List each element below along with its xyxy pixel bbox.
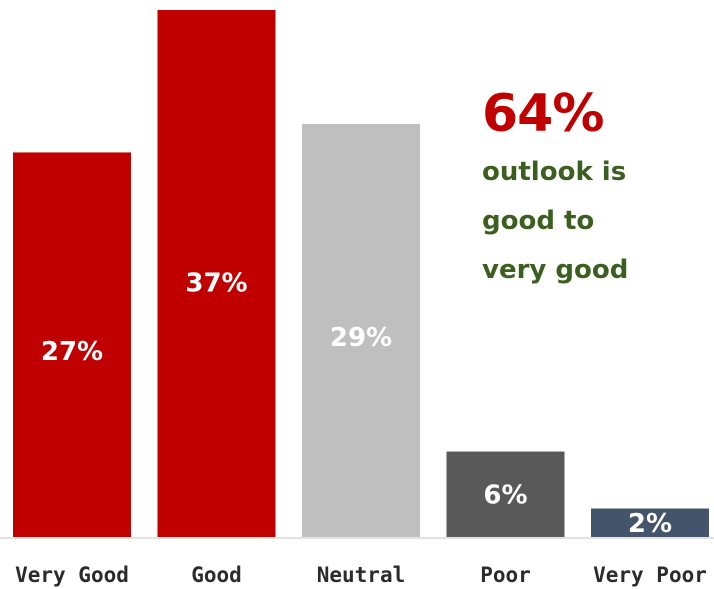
bars-group [13,10,709,537]
bar-value-label: 29% [330,323,392,353]
callout-value: 64% [482,84,604,144]
bar-poor [446,451,565,537]
category-label: Poor [480,563,531,587]
bar-neutral [302,123,420,537]
category-label: Good [191,563,242,587]
category-label: Very Poor [593,563,707,587]
bar-value-labels: 27% 37% 29% 6% 2% [41,269,672,539]
callout-text: outlook is good to very good [482,148,702,295]
callout-line: good to [482,206,595,236]
callout-line: outlook is [482,157,627,187]
callout-line: very good [482,255,629,285]
bar-very-poor [591,508,709,537]
category-labels: Very Good Good Neutral Poor Very Poor [15,563,707,587]
callout: 64% outlook is good to very good [482,82,702,295]
bar-value-label: 6% [483,480,527,510]
bar-value-label: 2% [628,509,672,539]
bar-value-label: 27% [41,337,103,367]
category-label: Very Good [15,563,129,587]
category-label: Neutral [317,563,406,587]
bar-good [157,10,276,537]
bar-very-good [13,152,131,537]
bar-value-label: 37% [185,269,247,299]
